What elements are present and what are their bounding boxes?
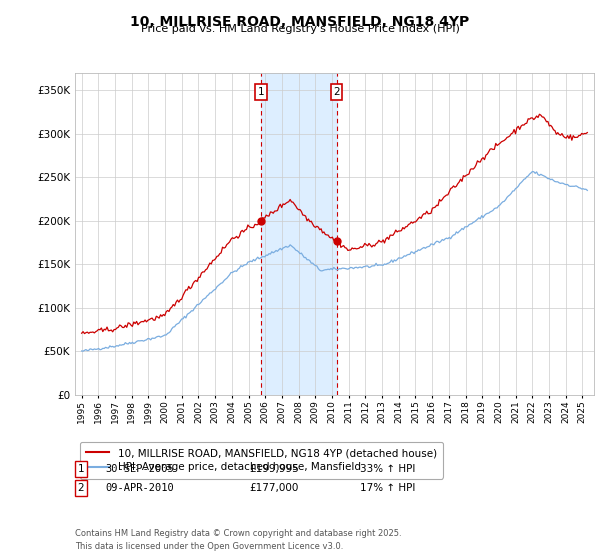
Text: 2: 2 <box>77 483 85 493</box>
Text: Price paid vs. HM Land Registry's House Price Index (HPI): Price paid vs. HM Land Registry's House … <box>140 24 460 34</box>
Text: 17% ↑ HPI: 17% ↑ HPI <box>360 483 415 493</box>
Text: 09-APR-2010: 09-APR-2010 <box>105 483 174 493</box>
Text: £199,995: £199,995 <box>249 464 299 474</box>
Text: £177,000: £177,000 <box>249 483 298 493</box>
Text: 10, MILLRISE ROAD, MANSFIELD, NG18 4YP: 10, MILLRISE ROAD, MANSFIELD, NG18 4YP <box>130 15 470 29</box>
Text: Contains HM Land Registry data © Crown copyright and database right 2025.
This d: Contains HM Land Registry data © Crown c… <box>75 529 401 550</box>
Bar <box>261 73 337 395</box>
Text: 2: 2 <box>333 87 340 97</box>
Legend: 10, MILLRISE ROAD, MANSFIELD, NG18 4YP (detached house), HPI: Average price, det: 10, MILLRISE ROAD, MANSFIELD, NG18 4YP (… <box>80 442 443 479</box>
Text: 1: 1 <box>77 464 85 474</box>
Text: 1: 1 <box>258 87 265 97</box>
Text: 30-SEP-2005: 30-SEP-2005 <box>105 464 174 474</box>
Text: 33% ↑ HPI: 33% ↑ HPI <box>360 464 415 474</box>
